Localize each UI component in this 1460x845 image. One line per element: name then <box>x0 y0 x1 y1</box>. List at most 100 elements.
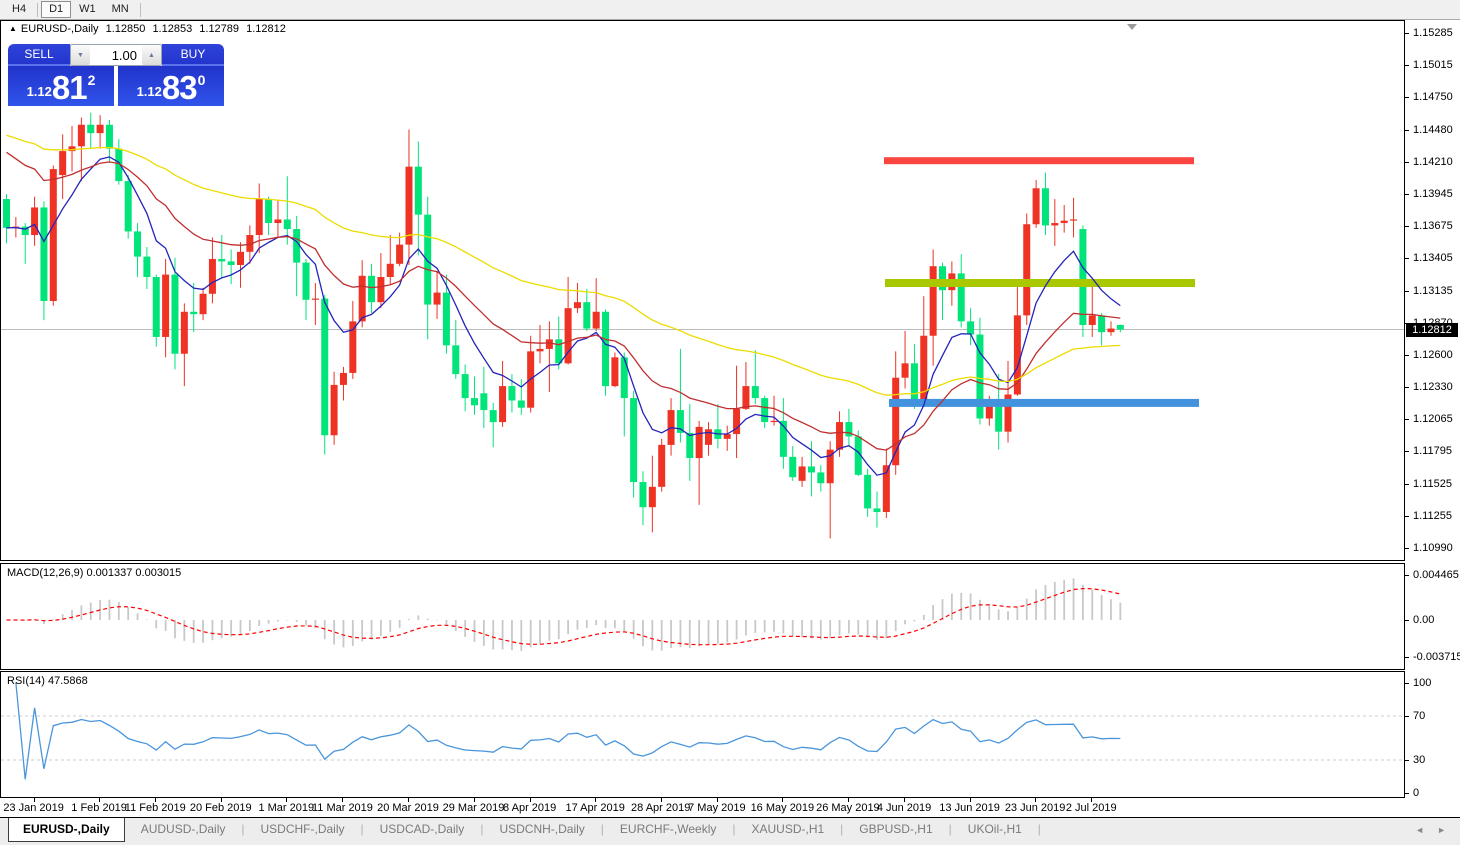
rsi-indicator-pane[interactable]: RSI(14) 47.5868 <box>0 671 1405 798</box>
chart-tab-xauusd-h1[interactable]: XAUUSD-,H1 <box>751 822 825 836</box>
rsi-label: RSI(14) 47.5868 <box>7 675 88 687</box>
chart-tab-gbpusd-h1[interactable]: GBPUSD-,H1 <box>859 822 933 836</box>
tab-scroll-right-icon[interactable]: ► <box>1437 825 1446 835</box>
price-axis-label: 1.13405 <box>1413 252 1453 264</box>
volume-decrease-icon[interactable]: ▼ <box>71 45 90 65</box>
pivot-line[interactable] <box>885 278 1195 287</box>
tab-separator: | <box>241 822 245 836</box>
chart-tabs: EURUSD-,Daily AUDUSD-,Daily | USDCHF-,Daily… <box>8 818 1041 842</box>
chart-tab-eurusd-daily[interactable]: EURUSD-,Daily <box>8 818 125 842</box>
chart-tab-usdcnh-daily[interactable]: USDCNH-,Daily <box>499 822 585 836</box>
date-axis-label: 1 Mar 2019 <box>258 802 315 814</box>
date-axis-tick <box>1035 798 1037 802</box>
tab-separator: | <box>480 822 484 836</box>
date-axis-tick <box>155 798 157 802</box>
date-axis-tick <box>529 798 531 802</box>
chart-tab-eurchf-weekly[interactable]: EURCHF-,Weekly <box>619 822 717 836</box>
date-axis-label: 20 Mar 2019 <box>377 802 439 814</box>
main-chart-pane[interactable]: ▲ EURUSD-,Daily 1.12850 1.12853 1.12789 1… <box>0 20 1405 561</box>
candles-layer <box>3 112 1124 539</box>
medium-ma <box>6 151 1121 451</box>
price-axis[interactable]: 1.15285 1.15015 1.14750 1.14480 1.14210 1.139… <box>1405 0 1460 817</box>
buy-price-prefix: 1.12 <box>136 84 162 99</box>
resistance-line[interactable] <box>884 157 1194 165</box>
price-axis-label: 1.12330 <box>1413 381 1453 393</box>
date-axis[interactable]: 23 Jan 2019 1 Feb 2019 11 Feb 2019 20 Feb 2… <box>0 798 1405 817</box>
macd-histogram <box>14 578 1122 651</box>
macd-axis-label: -0.003715 <box>1413 651 1460 663</box>
date-axis-tick <box>220 798 222 802</box>
toolbar-separator <box>139 2 141 17</box>
price-axis-label: 1.11795 <box>1413 445 1452 457</box>
macd-axis-label: 0.00 <box>1413 614 1435 626</box>
support-line[interactable] <box>889 398 1199 407</box>
sell-button[interactable]: SELL <box>8 44 70 66</box>
ohlc-open: 1.12850 <box>105 23 146 35</box>
chart-tab-usdchf-daily[interactable]: USDCHF-,Daily <box>260 822 345 836</box>
date-axis-label: 28 Apr 2019 <box>631 802 691 814</box>
price-axis-label: 1.12065 <box>1413 413 1453 425</box>
price-axis-label: 1.14750 <box>1413 91 1453 103</box>
date-axis-tick <box>342 798 344 802</box>
price-axis-label: 1.13945 <box>1413 188 1453 200</box>
timeframe-button-h4[interactable]: H4 <box>4 1 34 18</box>
macd-signal-line <box>6 587 1121 646</box>
date-axis-label: 23 Jan 2019 <box>3 802 64 814</box>
axis-tick <box>1405 484 1409 485</box>
rsi-axis-label: 70 <box>1413 710 1426 722</box>
rsi-axis-label: 100 <box>1413 677 1432 689</box>
date-axis-tick <box>473 798 475 802</box>
buy-button[interactable]: BUY <box>162 44 224 66</box>
sell-price-sup: 2 <box>87 72 96 88</box>
date-axis-label: 2 Jul 2019 <box>1065 802 1117 814</box>
buy-price-big: 83 <box>161 69 198 106</box>
buy-price-sup: 0 <box>197 72 206 88</box>
sell-price-box[interactable]: 1.12 81 2 <box>8 66 114 106</box>
chart-tab-usdcad-daily[interactable]: USDCAD-,Daily <box>379 822 465 836</box>
chart-title: ▲ EURUSD-,Daily 1.12850 1.12853 1.12789 1… <box>9 23 290 35</box>
timeframe-button-d1[interactable]: D1 <box>41 1 72 18</box>
chart-tab-audusd-daily[interactable]: AUDUSD-,Daily <box>140 822 226 836</box>
ohlc-high: 1.12853 <box>152 23 193 35</box>
ohlc-low: 1.12789 <box>199 23 240 35</box>
timeframe-button-w1[interactable]: W1 <box>71 1 104 18</box>
axis-tick <box>1405 451 1409 452</box>
sell-price-prefix: 1.12 <box>26 84 52 99</box>
price-axis-label: 1.10990 <box>1413 542 1453 554</box>
chart-tab-bar: EURUSD-,Daily AUDUSD-,Daily | USDCHF-,Daily… <box>0 817 1460 845</box>
date-axis-tick <box>782 798 784 802</box>
axis-tick <box>1405 683 1409 684</box>
date-axis-tick <box>99 798 101 802</box>
date-axis-label: 20 Feb 2019 <box>189 802 252 814</box>
tab-scroll-left-icon[interactable]: ◄ <box>1415 825 1424 835</box>
volume-increase-icon[interactable]: ▲ <box>142 45 161 65</box>
tab-separator: | <box>840 822 844 836</box>
drawn-hlines-layer <box>884 157 1199 407</box>
price-axis-label: 1.12600 <box>1413 349 1453 361</box>
macd-axis-label: 0.004465 <box>1413 569 1459 581</box>
price-axis-label: 1.15015 <box>1413 59 1453 71</box>
date-axis-label: 17 Apr 2019 <box>565 802 625 814</box>
macd-indicator-pane[interactable]: MACD(12,26,9) 0.001337 0.003015 <box>0 563 1405 670</box>
axis-tick <box>1405 387 1409 388</box>
date-axis-tick <box>969 798 971 802</box>
timeframe-button-mn[interactable]: MN <box>104 1 137 18</box>
chart-shift-marker-icon[interactable] <box>1127 24 1137 30</box>
tab-separator: | <box>360 822 364 836</box>
chart-tab-ukoil-h1[interactable]: UKOil-,H1 <box>967 822 1022 836</box>
title-arrow-icon: ▲ <box>9 24 17 33</box>
buy-price-box[interactable]: 1.12 83 0 <box>118 66 224 106</box>
volume-input[interactable] <box>90 45 142 65</box>
date-axis-label: 7 May 2019 <box>688 802 746 814</box>
date-axis-label: 4 Jun 2019 <box>876 802 932 814</box>
macd-label: MACD(12,26,9) 0.001337 0.003015 <box>7 567 182 579</box>
ohlc-close: 1.12812 <box>246 23 286 35</box>
date-axis-label: 11 Feb 2019 <box>124 802 186 814</box>
price-axis-label: 1.14480 <box>1413 124 1453 136</box>
price-axis-label: 1.15285 <box>1413 27 1453 39</box>
sell-price-big: 81 <box>51 69 88 106</box>
date-axis-tick <box>1091 798 1093 802</box>
axis-tick <box>1405 793 1409 794</box>
axis-tick <box>1405 65 1409 66</box>
